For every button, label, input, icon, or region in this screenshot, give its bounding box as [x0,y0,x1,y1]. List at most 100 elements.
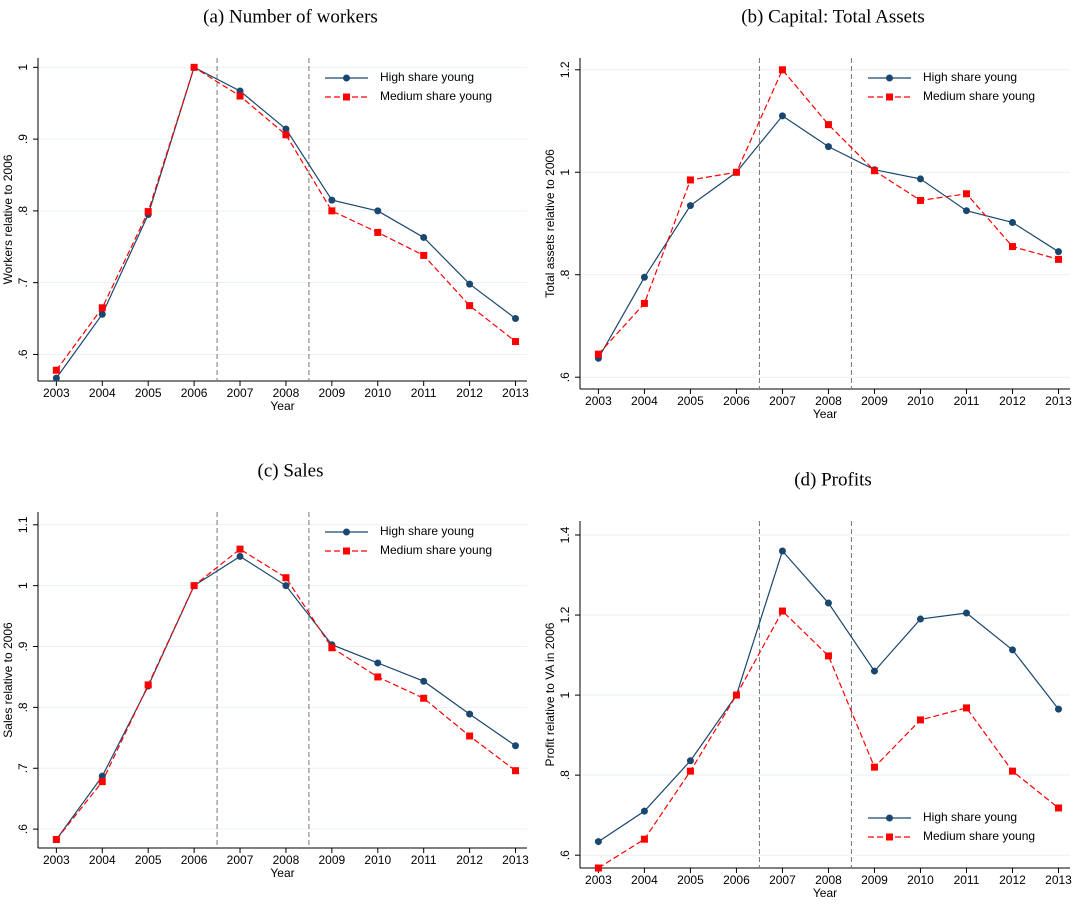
marker [512,338,520,346]
marker [144,681,152,689]
marker [640,273,648,281]
series-line [597,68,1059,355]
x-tick-label: 2005 [135,386,162,400]
x-tick-label: 2005 [677,873,704,887]
x-tick-label: 2008 [815,394,842,408]
x-tick-label: 2005 [677,394,704,408]
marker [686,202,694,210]
marker [236,552,244,560]
marker [328,644,336,652]
x-tick-label: 2011 [411,386,437,400]
marker [640,299,648,307]
marker [374,673,382,681]
x-tick-label: 2004 [89,853,116,867]
marker [374,659,382,667]
marker [778,112,786,120]
marker [1008,243,1016,251]
marker [594,350,602,358]
x-tick-label: 2009 [319,386,346,400]
y-tick-label: .9 [16,134,30,144]
x-tick-label: 2004 [89,386,116,400]
marker [1008,218,1016,226]
x-tick-label: 2011 [954,394,980,408]
x-tick-label: 2006 [723,873,750,887]
marker [512,767,520,775]
marker [594,864,602,872]
x-tick-label: 2003 [585,873,612,887]
x-tick-label: 2003 [43,853,70,867]
chart-title: (c) Sales [258,460,324,481]
x-tick-label: 2009 [861,394,888,408]
marker [328,196,336,204]
legend-label: High share young [380,524,474,538]
y-tick-label: .6 [558,372,572,382]
marker [466,732,474,740]
marker [282,582,290,590]
chart-title: (b) Capital: Total Assets [741,6,925,27]
marker [778,607,786,615]
y-tick-label: 1.2 [558,606,572,623]
y-tick-label: .8 [16,206,30,216]
series-line [55,555,516,840]
y-axis-label: Total assets relative to 2006 [543,149,557,298]
y-tick-label: .8 [558,770,572,780]
y-tick-label: 1 [16,64,30,71]
marker [732,168,740,176]
marker [824,143,832,151]
marker [420,251,428,259]
marker [824,121,832,129]
x-tick-label: 2010 [907,873,934,887]
legend-label: Medium share young [923,89,1035,103]
marker [343,93,350,101]
marker [52,835,60,843]
marker [886,833,893,841]
marker [374,207,382,215]
y-axis-label: Sales relative to 2006 [1,622,15,738]
marker [640,807,648,815]
marker [98,310,106,318]
marker [962,207,970,215]
marker [512,315,520,323]
marker [1054,705,1062,713]
marker [778,66,786,74]
marker [466,280,474,288]
x-tick-label: 2011 [954,873,980,887]
marker [886,93,893,101]
x-tick-label: 2006 [723,394,750,408]
marker [824,652,832,660]
y-tick-label: .6 [558,850,572,860]
x-tick-label: 2005 [135,853,162,867]
x-tick-label: 2013 [502,853,529,867]
marker [282,125,290,133]
x-tick-label: 2010 [364,386,391,400]
marker [190,582,198,590]
legend-label: High share young [923,70,1017,84]
marker [778,547,786,555]
marker [328,207,336,215]
marker [594,838,602,846]
x-tick-label: 2013 [502,386,529,400]
y-tick-label: .7 [16,763,30,773]
legend-label: Medium share young [380,543,492,557]
y-tick-label: .9 [16,641,30,651]
marker [343,74,350,82]
series-line [55,66,516,371]
x-tick-label: 2013 [1045,873,1072,887]
marker [1054,804,1062,812]
x-tick-label: 2011 [411,853,437,867]
marker [343,528,350,536]
legend-label: Medium share young [380,89,492,103]
marker [870,667,878,675]
marker [1054,255,1062,263]
x-tick-label: 2009 [861,873,888,887]
x-axis-label: Year [270,866,294,880]
y-tick-label: .8 [16,702,30,712]
x-tick-label: 2007 [769,873,796,887]
y-tick-label: 1 [558,169,572,176]
marker [824,599,832,607]
legend-label: High share young [923,810,1017,824]
x-tick-label: 2008 [273,386,300,400]
marker [144,208,152,216]
series-line [55,66,516,379]
